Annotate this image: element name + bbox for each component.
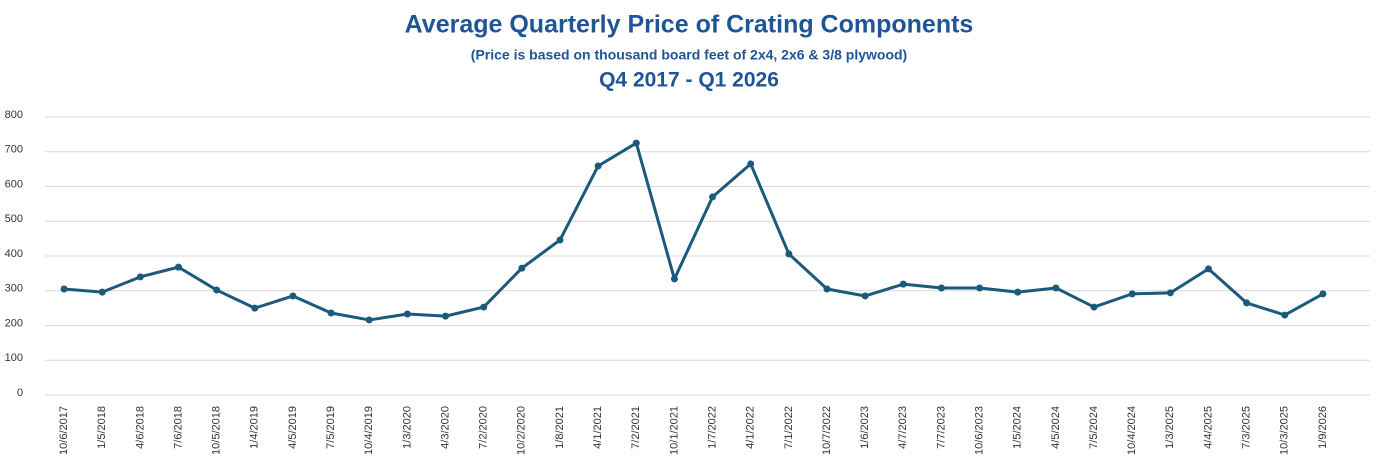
x-tick-label: 1/7/2022 <box>706 406 718 449</box>
point <box>1090 303 1098 311</box>
point <box>365 316 373 324</box>
x-tick-label: 1/6/2023 <box>859 406 871 449</box>
point <box>785 250 793 258</box>
line <box>63 141 1324 322</box>
point <box>60 285 68 293</box>
x-tick-label: 4/4/2025 <box>1202 406 1214 449</box>
x-tick-label: 10/4/2019 <box>363 406 375 455</box>
y-tick-label: 400 <box>5 248 23 260</box>
point <box>175 263 183 271</box>
x-tick-label: 7/7/2023 <box>935 406 947 449</box>
point <box>861 292 869 300</box>
point <box>1014 288 1022 296</box>
point <box>518 264 526 272</box>
chart-title: Average Quarterly Price of Crating Compo… <box>405 11 974 39</box>
x-tick-label: 4/6/2018 <box>134 406 146 449</box>
point <box>937 284 945 292</box>
point <box>327 309 335 317</box>
x-tick-label: 4/5/2024 <box>1050 406 1062 449</box>
x-tick-label: 10/6/2023 <box>974 406 986 455</box>
x-tick-label: 7/5/2024 <box>1088 406 1100 449</box>
x-tick-label: 10/2/2020 <box>516 406 528 455</box>
point <box>747 160 755 168</box>
x-tick-label: 4/5/2019 <box>287 406 299 449</box>
y-tick-label: 600 <box>5 178 23 190</box>
point <box>594 162 602 170</box>
chart-period: Q4 2017 - Q1 2026 <box>599 69 779 92</box>
point <box>98 288 106 296</box>
point <box>289 292 297 300</box>
point <box>899 280 907 288</box>
x-tick-label: 7/2/2021 <box>630 406 642 449</box>
point <box>1128 290 1136 298</box>
point <box>1281 311 1289 319</box>
point <box>709 193 717 201</box>
x-tick-label: 4/1/2021 <box>592 406 604 449</box>
x-tick-label: 10/5/2018 <box>211 406 223 455</box>
x-tick-label: 7/6/2018 <box>172 406 184 449</box>
point <box>136 273 144 281</box>
x-tick-label: 1/4/2019 <box>249 406 261 449</box>
point <box>1319 290 1327 298</box>
y-tick-label: 500 <box>5 213 23 225</box>
chart-subtitle: (Price is based on thousand board feet o… <box>471 47 907 63</box>
x-tick-label: 4/1/2022 <box>745 406 757 449</box>
x-tick-label: 1/8/2021 <box>554 406 566 449</box>
point <box>403 310 411 318</box>
y-tick-label: 200 <box>5 317 23 329</box>
y-tick-label: 100 <box>5 352 23 364</box>
point <box>1243 299 1251 307</box>
x-tick-label: 1/9/2026 <box>1317 406 1329 449</box>
x-tick-label: 10/7/2022 <box>821 406 833 455</box>
point <box>556 236 564 244</box>
y-tick-label: 300 <box>5 283 23 295</box>
x-tick-label: 7/5/2019 <box>325 406 337 449</box>
x-tick-label: 10/6/2017 <box>58 406 70 455</box>
x-tick-label: 1/3/2025 <box>1164 406 1176 449</box>
x-tick-label: 4/3/2020 <box>439 406 451 449</box>
x-tick-label: 4/7/2023 <box>897 406 909 449</box>
point <box>251 304 259 312</box>
x-tick-label: 10/4/2024 <box>1126 406 1138 455</box>
x-tick-label: 10/1/2021 <box>668 406 680 455</box>
point <box>670 275 678 283</box>
x-tick-label: 1/5/2024 <box>1012 406 1024 449</box>
x-tick-label: 7/3/2025 <box>1241 406 1253 449</box>
point <box>823 285 831 293</box>
point <box>632 139 640 147</box>
x-tick-label: 7/2/2020 <box>478 406 490 449</box>
point <box>442 312 450 320</box>
x-tick-label: 7/1/2022 <box>783 406 795 449</box>
point <box>480 303 488 311</box>
point <box>1166 289 1174 297</box>
point <box>976 284 984 292</box>
x-tick-label: 10/3/2025 <box>1279 406 1291 455</box>
x-tick-label: 1/5/2018 <box>96 406 108 449</box>
y-tick-label: 700 <box>5 144 23 156</box>
point <box>213 286 221 294</box>
x-tick-label: 1/3/2020 <box>401 406 413 449</box>
point <box>1204 265 1212 273</box>
y-tick-label: 800 <box>5 109 23 121</box>
y-tick-label: 0 <box>17 387 23 399</box>
point <box>1052 284 1060 292</box>
